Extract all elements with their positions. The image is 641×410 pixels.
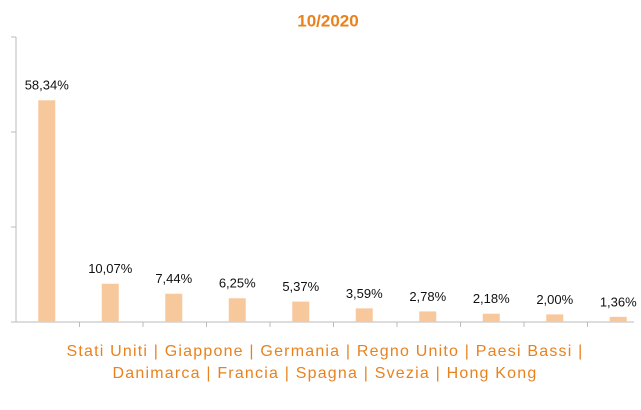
- bar: [228, 298, 246, 322]
- x-axis-label: Stati Uniti | Giappone | Germania | Regn…: [66, 343, 584, 382]
- data-label: 6,25%: [219, 276, 256, 291]
- chart: 10/2020 58,34% 10,07% 7,44% 6,25% 5,37% 3,59%…: [11, 11, 637, 327]
- data-label: 5,37%: [282, 279, 319, 294]
- chart-title: 10/2020: [297, 11, 358, 30]
- bar: [165, 293, 183, 322]
- data-label: 58,34%: [25, 78, 70, 93]
- bar: [38, 100, 56, 322]
- data-label: 2,00%: [536, 292, 573, 307]
- bar: [292, 301, 310, 322]
- bar: [101, 283, 119, 322]
- data-label: 7,44%: [155, 271, 192, 286]
- data-label: 2,18%: [473, 291, 510, 306]
- bar: [546, 314, 564, 322]
- data-label: 1,36%: [600, 294, 637, 309]
- data-label: 10,07%: [88, 261, 133, 276]
- bar: [609, 316, 627, 322]
- bar: [419, 311, 437, 322]
- bar: [482, 313, 500, 322]
- data-label: 2,78%: [409, 289, 446, 304]
- data-label: 3,59%: [346, 286, 383, 301]
- bar: [355, 308, 373, 322]
